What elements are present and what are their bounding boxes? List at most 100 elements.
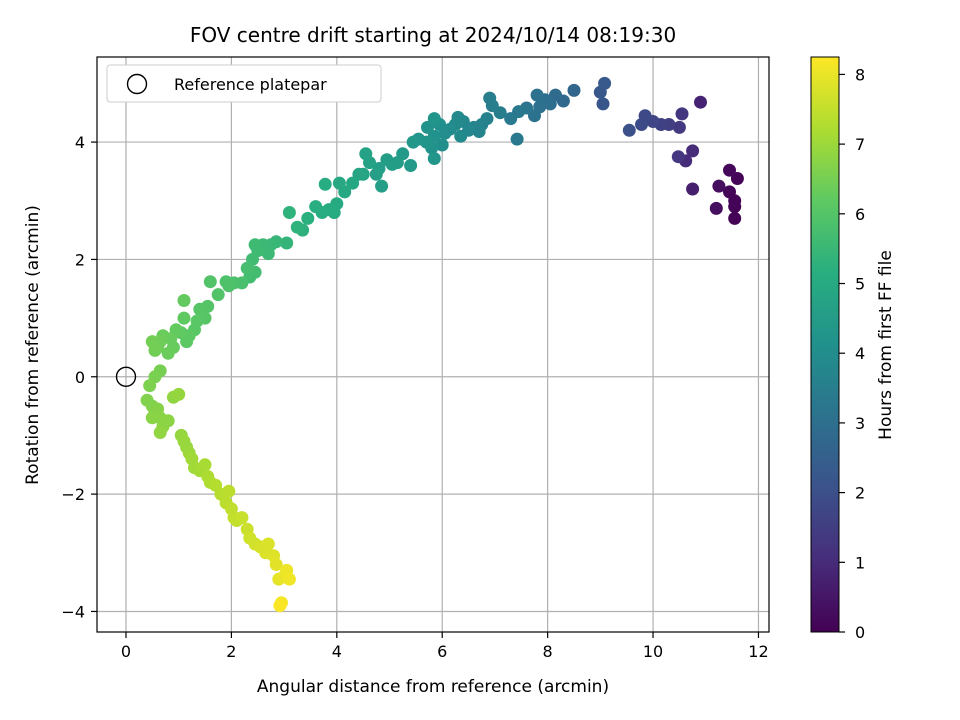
y-axis-ticks: −4 −2 0 2 4 — [61, 133, 97, 621]
x-tick-label: 0 — [121, 642, 131, 661]
data-point — [427, 112, 441, 126]
data-point — [290, 220, 304, 234]
x-tick-label: 8 — [543, 642, 553, 661]
data-point — [375, 179, 389, 193]
data-point — [248, 238, 262, 252]
data-point — [675, 107, 689, 121]
data-point — [723, 163, 736, 177]
data-point — [280, 236, 294, 250]
data-point — [454, 129, 468, 143]
data-point — [404, 159, 418, 172]
data-point — [694, 95, 707, 109]
data-point — [203, 275, 217, 289]
data-point — [346, 176, 360, 190]
data-point — [421, 120, 434, 134]
data-point — [177, 311, 191, 325]
colorbar-tick-label: 7 — [855, 135, 865, 154]
data-point — [309, 200, 323, 214]
y-tick-label: 2 — [75, 250, 85, 269]
data-point — [143, 379, 157, 393]
colorbar-tick-label: 2 — [855, 484, 865, 503]
colorbar-ticks: 0 1 2 3 4 5 6 7 8 — [839, 65, 865, 642]
y-tick-label: 4 — [75, 133, 85, 152]
data-point — [712, 179, 726, 193]
legend-entry-reference: Reference platepar — [174, 75, 327, 94]
data-point — [567, 83, 581, 97]
data-point — [723, 185, 736, 199]
plot-area: 0 2 4 6 8 10 12 −4 −2 0 2 4 — [61, 56, 770, 661]
data-point — [530, 88, 544, 102]
x-tick-label: 10 — [643, 642, 663, 661]
data-point — [730, 172, 744, 185]
data-point — [332, 176, 346, 190]
data-point — [622, 123, 636, 137]
data-point — [211, 288, 225, 302]
data-point — [380, 153, 394, 167]
data-point — [635, 118, 648, 131]
colorbar-tick-label: 6 — [855, 205, 865, 224]
data-points — [115, 76, 744, 613]
colorbar-tick-label: 5 — [855, 275, 865, 294]
data-point — [504, 112, 518, 126]
data-point — [598, 76, 612, 90]
data-point — [145, 335, 159, 349]
data-point — [273, 599, 287, 613]
data-point — [728, 211, 742, 225]
data-point — [177, 294, 191, 307]
data-point — [269, 558, 283, 571]
colorbar-tick-label: 0 — [855, 623, 865, 642]
data-point — [172, 387, 186, 401]
grid-lines — [97, 57, 769, 632]
colorbar-gradient — [810, 56, 840, 633]
reference-platepar-marker — [115, 366, 137, 387]
data-point — [198, 458, 212, 472]
data-point — [686, 182, 700, 196]
data-point — [510, 132, 524, 146]
data-point — [161, 346, 175, 360]
data-point — [235, 511, 249, 525]
data-point — [145, 411, 159, 425]
data-point — [261, 537, 275, 551]
data-point — [282, 572, 296, 586]
data-point — [301, 211, 315, 225]
plot-frame — [96, 56, 770, 633]
data-point — [193, 302, 207, 316]
x-tick-label: 12 — [748, 642, 768, 661]
colorbar: 0 1 2 3 4 5 6 7 8 Hours from first FF file — [810, 56, 896, 642]
data-point — [240, 261, 254, 275]
colorbar-tick-label: 8 — [855, 65, 865, 84]
data-point — [282, 206, 296, 219]
chart-title: FOV centre drift starting at 2024/10/14 … — [190, 23, 676, 47]
data-point — [318, 177, 332, 191]
data-point — [219, 275, 233, 289]
y-tick-label: −2 — [61, 485, 85, 504]
data-point — [406, 135, 420, 149]
data-point — [483, 91, 497, 105]
x-tick-label: 4 — [332, 642, 342, 661]
data-point — [222, 484, 236, 498]
colorbar-label: Hours from first FF file — [876, 250, 896, 440]
data-point — [359, 147, 373, 161]
y-axis-label: Rotation from reference (arcmin) — [23, 205, 43, 485]
data-point — [672, 120, 686, 134]
y-tick-label: −4 — [61, 602, 85, 621]
data-point — [369, 167, 383, 181]
data-point — [153, 426, 167, 439]
legend-box — [106, 64, 382, 103]
legend: Reference platepar — [106, 64, 382, 103]
data-point — [427, 152, 441, 165]
x-tick-label: 2 — [226, 642, 236, 661]
data-point — [596, 97, 610, 111]
colorbar-tick-label: 4 — [855, 344, 865, 363]
data-point — [671, 150, 685, 164]
x-axis-label: Angular distance from reference (arcmin) — [257, 677, 609, 697]
data-point — [435, 138, 449, 152]
legend-reference-marker — [126, 73, 148, 95]
colorbar-tick-label: 1 — [855, 553, 865, 572]
x-tick-label: 6 — [437, 642, 447, 661]
x-axis-ticks: 0 2 4 6 8 10 12 — [121, 632, 769, 661]
y-tick-label: 0 — [75, 368, 85, 387]
colorbar-tick-label: 3 — [855, 414, 865, 433]
data-point — [686, 144, 700, 158]
